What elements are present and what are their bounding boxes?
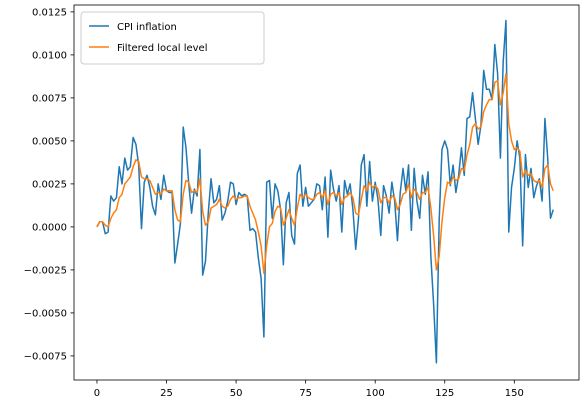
legend-frame — [80, 11, 265, 65]
x-axis: 0 25 50 75 100 125 150 — [94, 380, 524, 399]
y-tick-label: 0.0025 — [32, 179, 67, 190]
legend: CPI inflation Filtered local level — [80, 11, 265, 65]
legend-label-cpi-inflation: CPI inflation — [117, 22, 177, 33]
series-layer — [96, 19, 554, 364]
y-tick-label: 0.0050 — [32, 136, 67, 147]
x-tick-label: 50 — [230, 388, 243, 399]
x-tick-label: 25 — [160, 388, 173, 399]
x-tick-label: 125 — [435, 388, 454, 399]
axes-frame — [73, 4, 580, 381]
series-line-cpi-inflation — [96, 19, 554, 364]
y-axis: −0.0075 −0.0050 −0.0025 0.0000 0.0025 0.0050 0… — [24, 7, 74, 362]
y-tick-label: −0.0025 — [24, 265, 67, 276]
y-tick-label: 0.0075 — [32, 93, 67, 104]
legend-label-filtered-local-level: Filtered local level — [117, 43, 207, 54]
y-tick-label: −0.0075 — [24, 351, 67, 362]
x-tick-label: 75 — [299, 388, 312, 399]
y-tick-label: 0.0100 — [32, 50, 67, 61]
y-tick-label: −0.0050 — [24, 308, 67, 319]
x-tick-label: 150 — [505, 388, 524, 399]
y-tick-label: 0.0125 — [32, 7, 67, 18]
y-tick-label: 0.0000 — [32, 222, 67, 233]
x-tick-label: 100 — [366, 388, 385, 399]
plot-area: 0 25 50 75 100 125 150 −0.0075 −0.0050 −0.0025 0.… — [24, 4, 580, 399]
x-tick-label: 0 — [94, 388, 100, 399]
series-line-filtered-local-level — [96, 73, 554, 275]
